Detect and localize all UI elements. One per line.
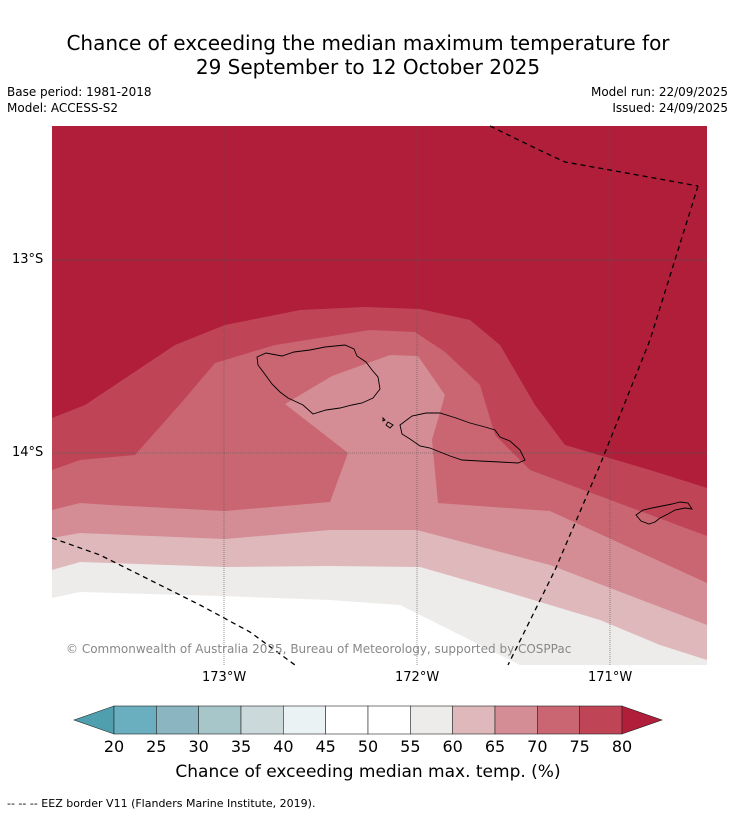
map-title-line2: 29 September to 12 October 2025 xyxy=(195,55,541,79)
colorbar-tick-label: 80 xyxy=(611,737,633,756)
eez-border-east xyxy=(507,185,699,666)
colorbar-tick-label: 30 xyxy=(188,737,209,756)
apolima-islet xyxy=(382,416,386,422)
issued-text: Issued: 24/09/2025 xyxy=(612,101,728,115)
model-text: Model: ACCESS-S2 xyxy=(7,101,119,115)
colorbar-tick-label: 45 xyxy=(315,737,336,756)
zone-50-55 xyxy=(52,592,520,665)
colorbar-segment-20-25 xyxy=(113,705,157,735)
colorbar-tick-label: 50 xyxy=(357,737,379,756)
colorbar-tick-label: 70 xyxy=(527,737,548,756)
colorbar-segment-70-75 xyxy=(537,705,580,735)
colorbar-tick-label: 60 xyxy=(442,737,463,756)
base-period-text: Base period: 1981-2018 xyxy=(7,85,152,99)
colorbar-extend-high xyxy=(621,705,663,735)
colorbar-segments xyxy=(113,705,623,735)
colorbar-tick-label: 25 xyxy=(146,737,167,756)
colorbar-segment-30-35 xyxy=(198,705,242,735)
colorbar-tick-label: 20 xyxy=(103,737,125,756)
coastlines xyxy=(256,344,693,525)
colorbar-tick-label: 75 xyxy=(569,737,590,756)
colorbar-segment-35-40 xyxy=(240,705,284,735)
colorbar-segment-25-30 xyxy=(156,705,199,735)
eez-border-north xyxy=(489,125,699,187)
upolu-island xyxy=(399,412,526,464)
tutuila-island xyxy=(635,501,693,525)
lat-label-14s: 14°S xyxy=(12,445,44,460)
colorbar-segment-45-50 xyxy=(325,705,369,735)
eez-border-southwest xyxy=(51,537,296,666)
model-run-text: Model run: 22/09/2025 xyxy=(590,85,728,99)
colorbar-segment-55-60 xyxy=(410,705,453,735)
lon-label-171w: 171°W xyxy=(588,670,633,685)
colorbar-segment-50-55 xyxy=(367,705,411,735)
eez-footnote: -- -- -- EEZ border V11 (Flanders Marine… xyxy=(7,797,316,810)
map-title-line1: Chance of exceeding the median maximum t… xyxy=(66,31,670,55)
copyright-notice: © Commonwealth of Australia 2025, Bureau… xyxy=(66,642,571,656)
probability-contours xyxy=(52,126,707,665)
lat-label-13s: 13°S xyxy=(12,252,44,267)
manono-islet xyxy=(385,421,394,429)
colorbar-segment-60-65 xyxy=(452,705,496,735)
colorbar-segment-40-45 xyxy=(283,705,326,735)
colorbar-tick-label: 40 xyxy=(273,737,294,756)
colorbar-extend-low xyxy=(73,705,115,735)
lon-label-172w: 172°W xyxy=(395,670,440,685)
colorbar-label: Chance of exceeding median max. temp. (%… xyxy=(175,762,561,782)
colorbar xyxy=(73,705,663,735)
colorbar-tick-label: 55 xyxy=(400,737,421,756)
lon-label-173w: 173°W xyxy=(202,670,247,685)
zone-45-50 xyxy=(52,641,330,665)
colorbar-segment-75-80 xyxy=(579,705,623,735)
colorbar-tick-label: 35 xyxy=(230,737,252,756)
eez-border xyxy=(51,125,699,666)
colorbar-tick-label: 65 xyxy=(484,737,506,756)
colorbar-segment-65-70 xyxy=(494,705,538,735)
savaii-island xyxy=(256,344,381,415)
